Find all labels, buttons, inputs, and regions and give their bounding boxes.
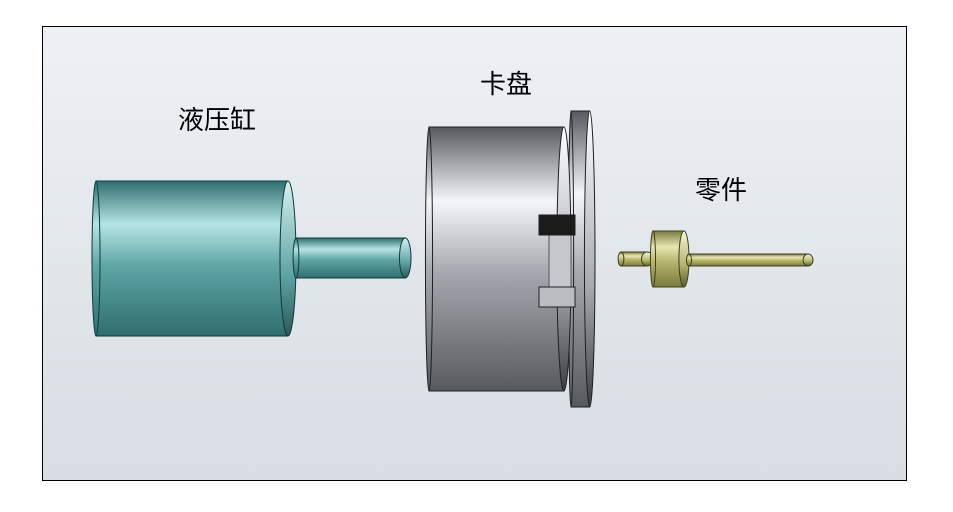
label-workpiece: 零件 (695, 170, 747, 207)
label-cylinder: 液压缸 (178, 100, 256, 137)
label-chuck: 卡盘 (480, 64, 532, 101)
diagram-svg (43, 27, 907, 481)
diagram-frame (42, 26, 907, 481)
